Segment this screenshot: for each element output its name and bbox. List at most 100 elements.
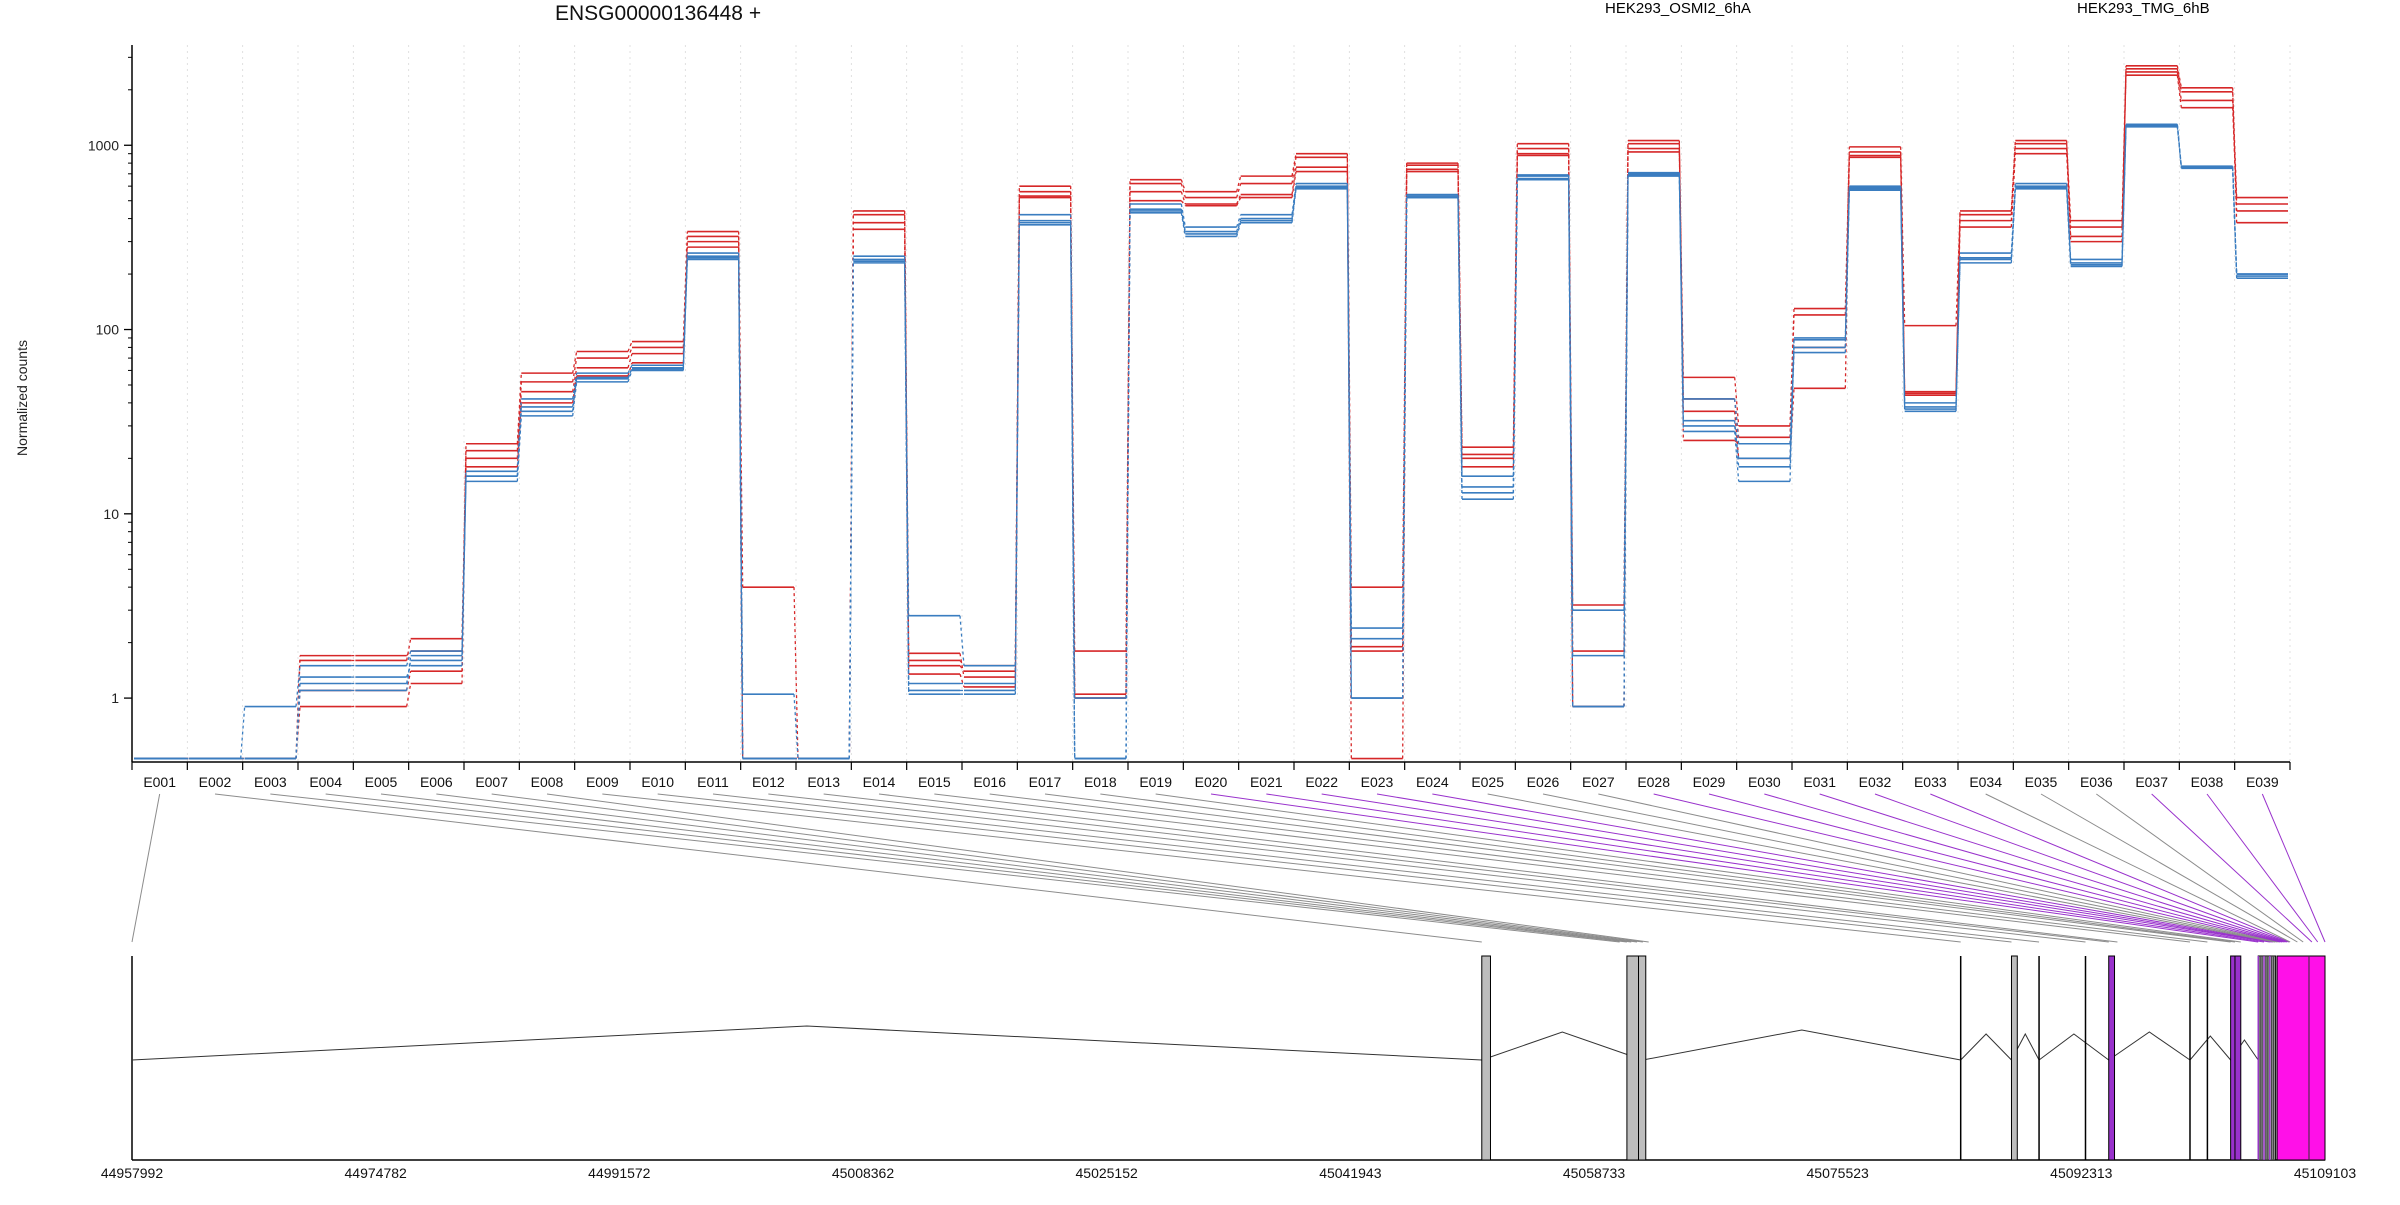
x-tick-label: E022: [1305, 774, 1338, 790]
series-connector: [572, 367, 578, 392]
series-connector: [406, 650, 412, 657]
genomic-tick-label: 44991572: [588, 1165, 651, 1181]
x-tick-label: E009: [586, 774, 619, 790]
x-tick-label: E021: [1250, 774, 1283, 790]
exon-mapping-line: [1819, 793, 2286, 943]
exon-box: [1626, 955, 1640, 1161]
exon-mapping-line: [1930, 793, 2290, 943]
exon-mapping-line: [1874, 793, 2288, 943]
series-connector: [406, 638, 412, 661]
exon-mapping-line: [1376, 793, 2272, 943]
x-tick-label: E003: [254, 774, 287, 790]
series-connector: [2176, 124, 2182, 169]
series-connector: [2010, 153, 2016, 228]
exon-mapping-line: [2096, 793, 2304, 943]
series-connector: [682, 253, 688, 366]
series-connector: [2121, 65, 2127, 242]
exon-mapping-line: [1155, 793, 2241, 943]
exon-mapping-line: [2040, 793, 2298, 943]
series-connector: [572, 357, 578, 382]
x-tick-label: E027: [1582, 774, 1615, 790]
series-connector: [1236, 218, 1242, 232]
series-connector: [1955, 257, 1961, 412]
exon-mapping-line: [1708, 793, 2283, 943]
series-connector: [1180, 203, 1186, 228]
series-connector: [1734, 377, 1740, 426]
genomic-tick-label: 45008362: [832, 1165, 895, 1181]
series-connector: [461, 476, 467, 661]
series-connector: [1291, 157, 1297, 184]
exon-mapping-line: [2151, 793, 2313, 943]
exon-mapping-line: [1598, 793, 2279, 943]
series-connector: [295, 683, 301, 759]
genomic-tick-label: 45092313: [2050, 1165, 2113, 1181]
x-tick-label: E023: [1361, 774, 1394, 790]
series-connector: [406, 650, 412, 666]
intron-connector: [131, 1025, 1482, 1061]
series-connector: [2232, 107, 2238, 205]
x-tick-label: E034: [1969, 774, 2002, 790]
series-connector: [2121, 124, 2127, 265]
series-connector: [1789, 352, 1795, 467]
intron-connector: [1642, 1029, 1961, 1061]
series-connector: [627, 347, 633, 359]
series-connector: [2176, 68, 2182, 92]
x-tick-label: E030: [1748, 774, 1781, 790]
y-axis-label-wrap: Normalized counts: [4, 330, 40, 480]
y-tick-label: 100: [96, 322, 120, 338]
exon-mapping-line: [491, 793, 1643, 943]
x-tick-label: E004: [309, 774, 342, 790]
exon-mapping-line: [602, 793, 1961, 943]
series-connector: [627, 362, 633, 377]
exon-box: [1638, 955, 1647, 1161]
series-connector: [1180, 200, 1186, 207]
y-axis-label: Normalized counts: [14, 340, 30, 456]
x-tick-label: E018: [1084, 774, 1117, 790]
y-tick-label: 10: [103, 506, 119, 522]
series-connector: [1180, 209, 1186, 232]
exon-mapping-line: [1985, 793, 2291, 943]
series-connector: [1236, 194, 1242, 205]
series-connector: [1734, 431, 1740, 482]
exon-box: [2108, 955, 2116, 1161]
series-connector: [1236, 220, 1242, 235]
x-tick-label: E014: [863, 774, 896, 790]
series-connector: [1844, 187, 1850, 338]
y-tick-label: 1: [111, 690, 119, 706]
legend-tmg-label: HEK293_TMG_6hB: [2077, 0, 2210, 17]
x-tick-label: E024: [1416, 774, 1449, 790]
series-connector: [1291, 153, 1297, 177]
x-tick-label: E035: [2025, 774, 2058, 790]
exon-mapping-line: [768, 793, 2086, 943]
series-connector: [627, 368, 633, 378]
series-connector: [1236, 183, 1242, 198]
x-tick-label: E012: [752, 774, 785, 790]
series-connector: [1678, 172, 1684, 432]
series-connector: [1623, 174, 1629, 707]
series-connector: [406, 660, 412, 684]
intron-connector: [1481, 1031, 1644, 1061]
series-connector: [738, 256, 744, 695]
y-tick-label: 1000: [88, 137, 119, 153]
genomic-tick-label: 45025152: [1076, 1165, 1139, 1181]
series-connector: [406, 655, 412, 691]
exon-mapping-line: [823, 793, 2109, 943]
x-tick-label: E005: [365, 774, 398, 790]
exon-mapping-line: [1044, 793, 2231, 943]
genomic-tick-label: 44974782: [345, 1165, 408, 1181]
series-connector: [295, 665, 301, 707]
series-connector: [1678, 176, 1684, 421]
x-tick-label: E015: [918, 774, 951, 790]
series-connector: [1180, 183, 1186, 198]
x-tick-label: E032: [1859, 774, 1892, 790]
series-connector: [572, 351, 578, 374]
x-tick-label: E013: [807, 774, 840, 790]
exon-box: [2234, 955, 2242, 1161]
series-connector: [1623, 176, 1629, 656]
x-tick-label: E010: [641, 774, 674, 790]
exon-mapping-line: [712, 793, 2040, 943]
utr-block: [2276, 955, 2326, 1161]
x-tick-label: E011: [697, 774, 729, 790]
series-connector: [793, 694, 799, 759]
